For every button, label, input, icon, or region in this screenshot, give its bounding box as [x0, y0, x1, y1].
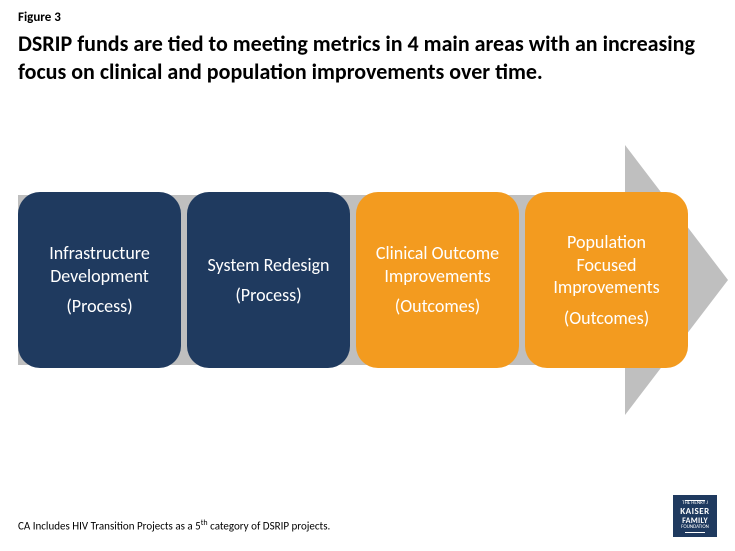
box-main: Clinical Outcome Improvements [368, 242, 507, 287]
kff-logo: THE HENRY J KAISER FAMILY FOUNDATION [673, 495, 717, 537]
footnote-suffix: category of DSRIP projects. [208, 520, 331, 533]
box-sub: (Process) [235, 284, 301, 307]
diagram: Infrastructure Development (Process) Sys… [0, 145, 735, 425]
box-sub: (Outcomes) [395, 295, 480, 318]
logo-line4: FOUNDATION [681, 525, 709, 531]
page-title: DSRIP funds are tied to meeting metrics … [18, 30, 711, 85]
box-infrastructure: Infrastructure Development (Process) [18, 192, 181, 368]
box-main: Population Focused Improvements [537, 231, 676, 299]
box-clinical-outcomes: Clinical Outcome Improvements (Outcomes) [356, 192, 519, 368]
box-system-redesign: System Redesign (Process) [187, 192, 350, 368]
box-population-focused: Population Focused Improvements (Outcome… [525, 192, 688, 368]
box-sub: (Process) [66, 295, 132, 318]
figure-label: Figure 3 [18, 10, 61, 25]
footnote-prefix: CA Includes HIV Transition Projects as a… [18, 520, 201, 533]
logo-sep [685, 532, 705, 533]
footnote-sup: th [201, 518, 208, 528]
box-main: System Redesign [207, 254, 329, 277]
footnote: CA Includes HIV Transition Projects as a… [18, 518, 330, 533]
box-main: Infrastructure Development [30, 242, 169, 287]
box-sub: (Outcomes) [564, 307, 649, 330]
box-row: Infrastructure Development (Process) Sys… [18, 192, 688, 368]
